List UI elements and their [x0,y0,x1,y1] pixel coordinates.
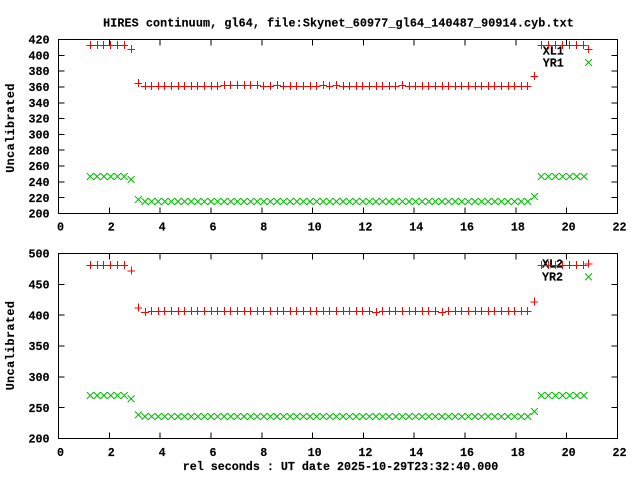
svg-text:360: 360 [28,81,49,95]
svg-text:12: 12 [358,446,372,460]
svg-text:320: 320 [28,113,49,127]
svg-text:220: 220 [28,192,49,206]
svg-text:450: 450 [28,278,49,292]
svg-text:2: 2 [108,446,115,460]
svg-text:8: 8 [260,446,267,460]
svg-text:rel seconds : UT date 2025-10-: rel seconds : UT date 2025-10-29T23:32:4… [183,460,499,474]
svg-text:14: 14 [409,446,423,460]
svg-text:18: 18 [511,446,525,460]
svg-text:10: 10 [308,446,322,460]
svg-text:12: 12 [358,221,372,235]
svg-text:4: 4 [159,446,166,460]
svg-text:10: 10 [308,221,322,235]
svg-text:0: 0 [57,221,64,235]
svg-text:8: 8 [260,221,267,235]
svg-text:22: 22 [612,446,626,460]
svg-text:350: 350 [28,340,49,354]
svg-text:0: 0 [57,446,64,460]
svg-text:300: 300 [28,129,49,143]
svg-text:6: 6 [209,446,216,460]
svg-text:400: 400 [28,49,49,63]
svg-text:YR1: YR1 [543,56,564,70]
svg-text:Uncalibrated: Uncalibrated [4,301,18,391]
svg-text:4: 4 [159,221,166,235]
svg-text:20: 20 [562,221,576,235]
svg-text:18: 18 [511,221,525,235]
svg-text:YR2: YR2 [542,270,563,284]
svg-text:240: 240 [28,176,49,190]
svg-text:16: 16 [460,221,474,235]
svg-text:260: 260 [28,160,49,174]
svg-text:280: 280 [28,144,49,158]
svg-text:16: 16 [460,446,474,460]
svg-text:20: 20 [562,446,576,460]
svg-text:200: 200 [28,433,49,447]
svg-text:2: 2 [108,221,115,235]
svg-text:420: 420 [28,34,49,48]
svg-text:Uncalibrated: Uncalibrated [4,83,18,173]
svg-text:380: 380 [28,65,49,79]
svg-text:200: 200 [28,208,49,222]
svg-text:22: 22 [612,221,626,235]
svg-text:6: 6 [209,221,216,235]
svg-text:500: 500 [28,248,49,262]
svg-text:250: 250 [28,402,49,416]
svg-text:300: 300 [28,371,49,385]
svg-text:14: 14 [409,221,423,235]
svg-text:400: 400 [28,309,49,323]
svg-text:340: 340 [28,97,49,111]
svg-text:XL2: XL2 [542,258,563,272]
svg-text:HIRES continuum, gl64, file:Sk: HIRES continuum, gl64, file:Skynet_60977… [103,16,574,30]
